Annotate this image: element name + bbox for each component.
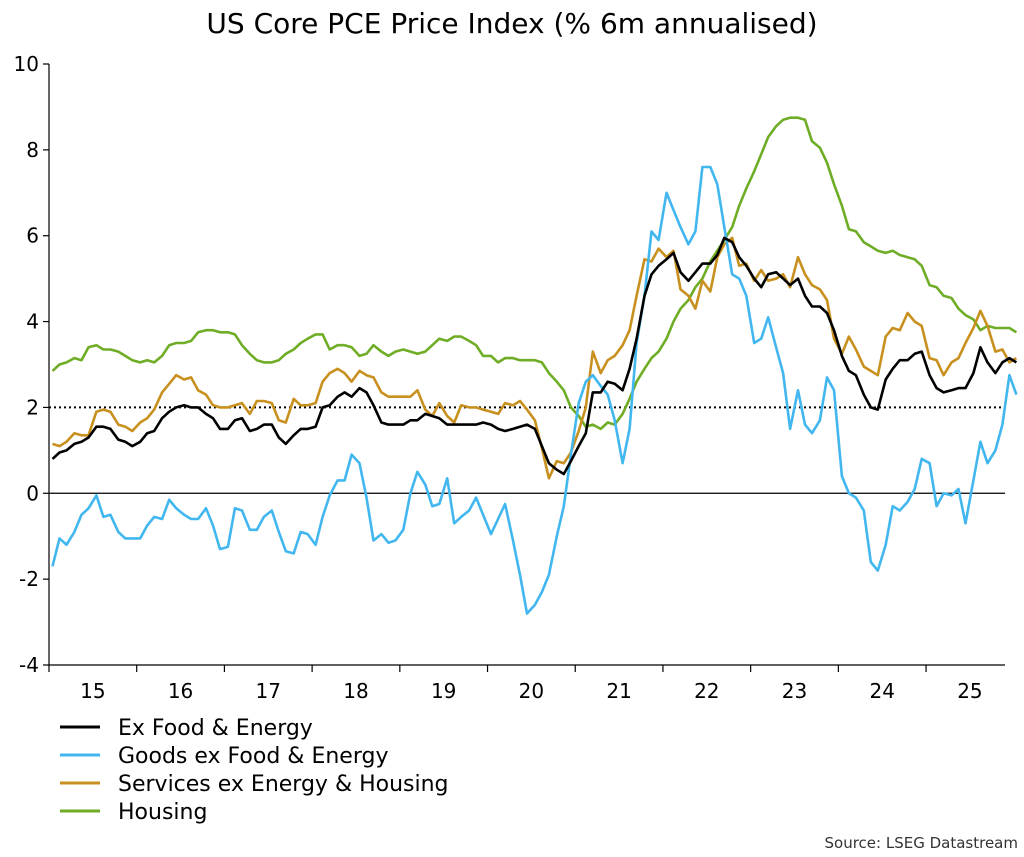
series-line-ex-food-energy (51, 236, 1018, 476)
y-tick-label: 0 (26, 481, 39, 505)
series-line-housing (51, 116, 1018, 431)
chart-title: US Core PCE Price Index (% 6m annualised… (206, 7, 817, 40)
y-tick-label: -2 (19, 567, 39, 591)
plot-area (49, 116, 1018, 615)
legend-label: Goods ex Food & Energy (118, 744, 388, 769)
y-axis: -4 -2 0 2 4 6 8 10 (14, 52, 50, 677)
x-tick-label: 21 (606, 679, 631, 703)
x-tick-label: 16 (168, 679, 193, 703)
source-note: Source: LSEG Datastream (825, 834, 1018, 852)
legend-label: Ex Food & Energy (118, 716, 313, 741)
series-line-goods-ex-food-energy (51, 165, 1018, 615)
legend-label: Services ex Energy & Housing (118, 772, 449, 797)
x-tick-label: 18 (343, 679, 368, 703)
x-axis: 15 16 17 18 19 20 21 22 23 24 25 (48, 664, 1005, 703)
x-tick-label: 24 (869, 679, 894, 703)
y-tick-label: 6 (26, 224, 39, 248)
x-tick-label: 20 (519, 679, 544, 703)
y-tick-label: 10 (14, 52, 39, 76)
x-tick-label: 25 (957, 679, 982, 703)
y-tick-label: 2 (26, 395, 39, 419)
series-line-services-ex-energy-housing (52, 236, 1018, 480)
y-tick-label: 8 (26, 138, 39, 162)
x-tick-label: 15 (80, 679, 105, 703)
x-tick-label: 22 (694, 679, 719, 703)
legend-label: Housing (118, 800, 207, 825)
legend: Ex Food & Energy Goods ex Food & Energy Se… (60, 716, 449, 825)
y-tick-label: 4 (26, 310, 39, 334)
x-tick-label: 17 (256, 679, 281, 703)
y-tick-label: -4 (19, 653, 39, 677)
x-tick-label: 19 (431, 679, 456, 703)
x-tick-label: 23 (782, 679, 807, 703)
